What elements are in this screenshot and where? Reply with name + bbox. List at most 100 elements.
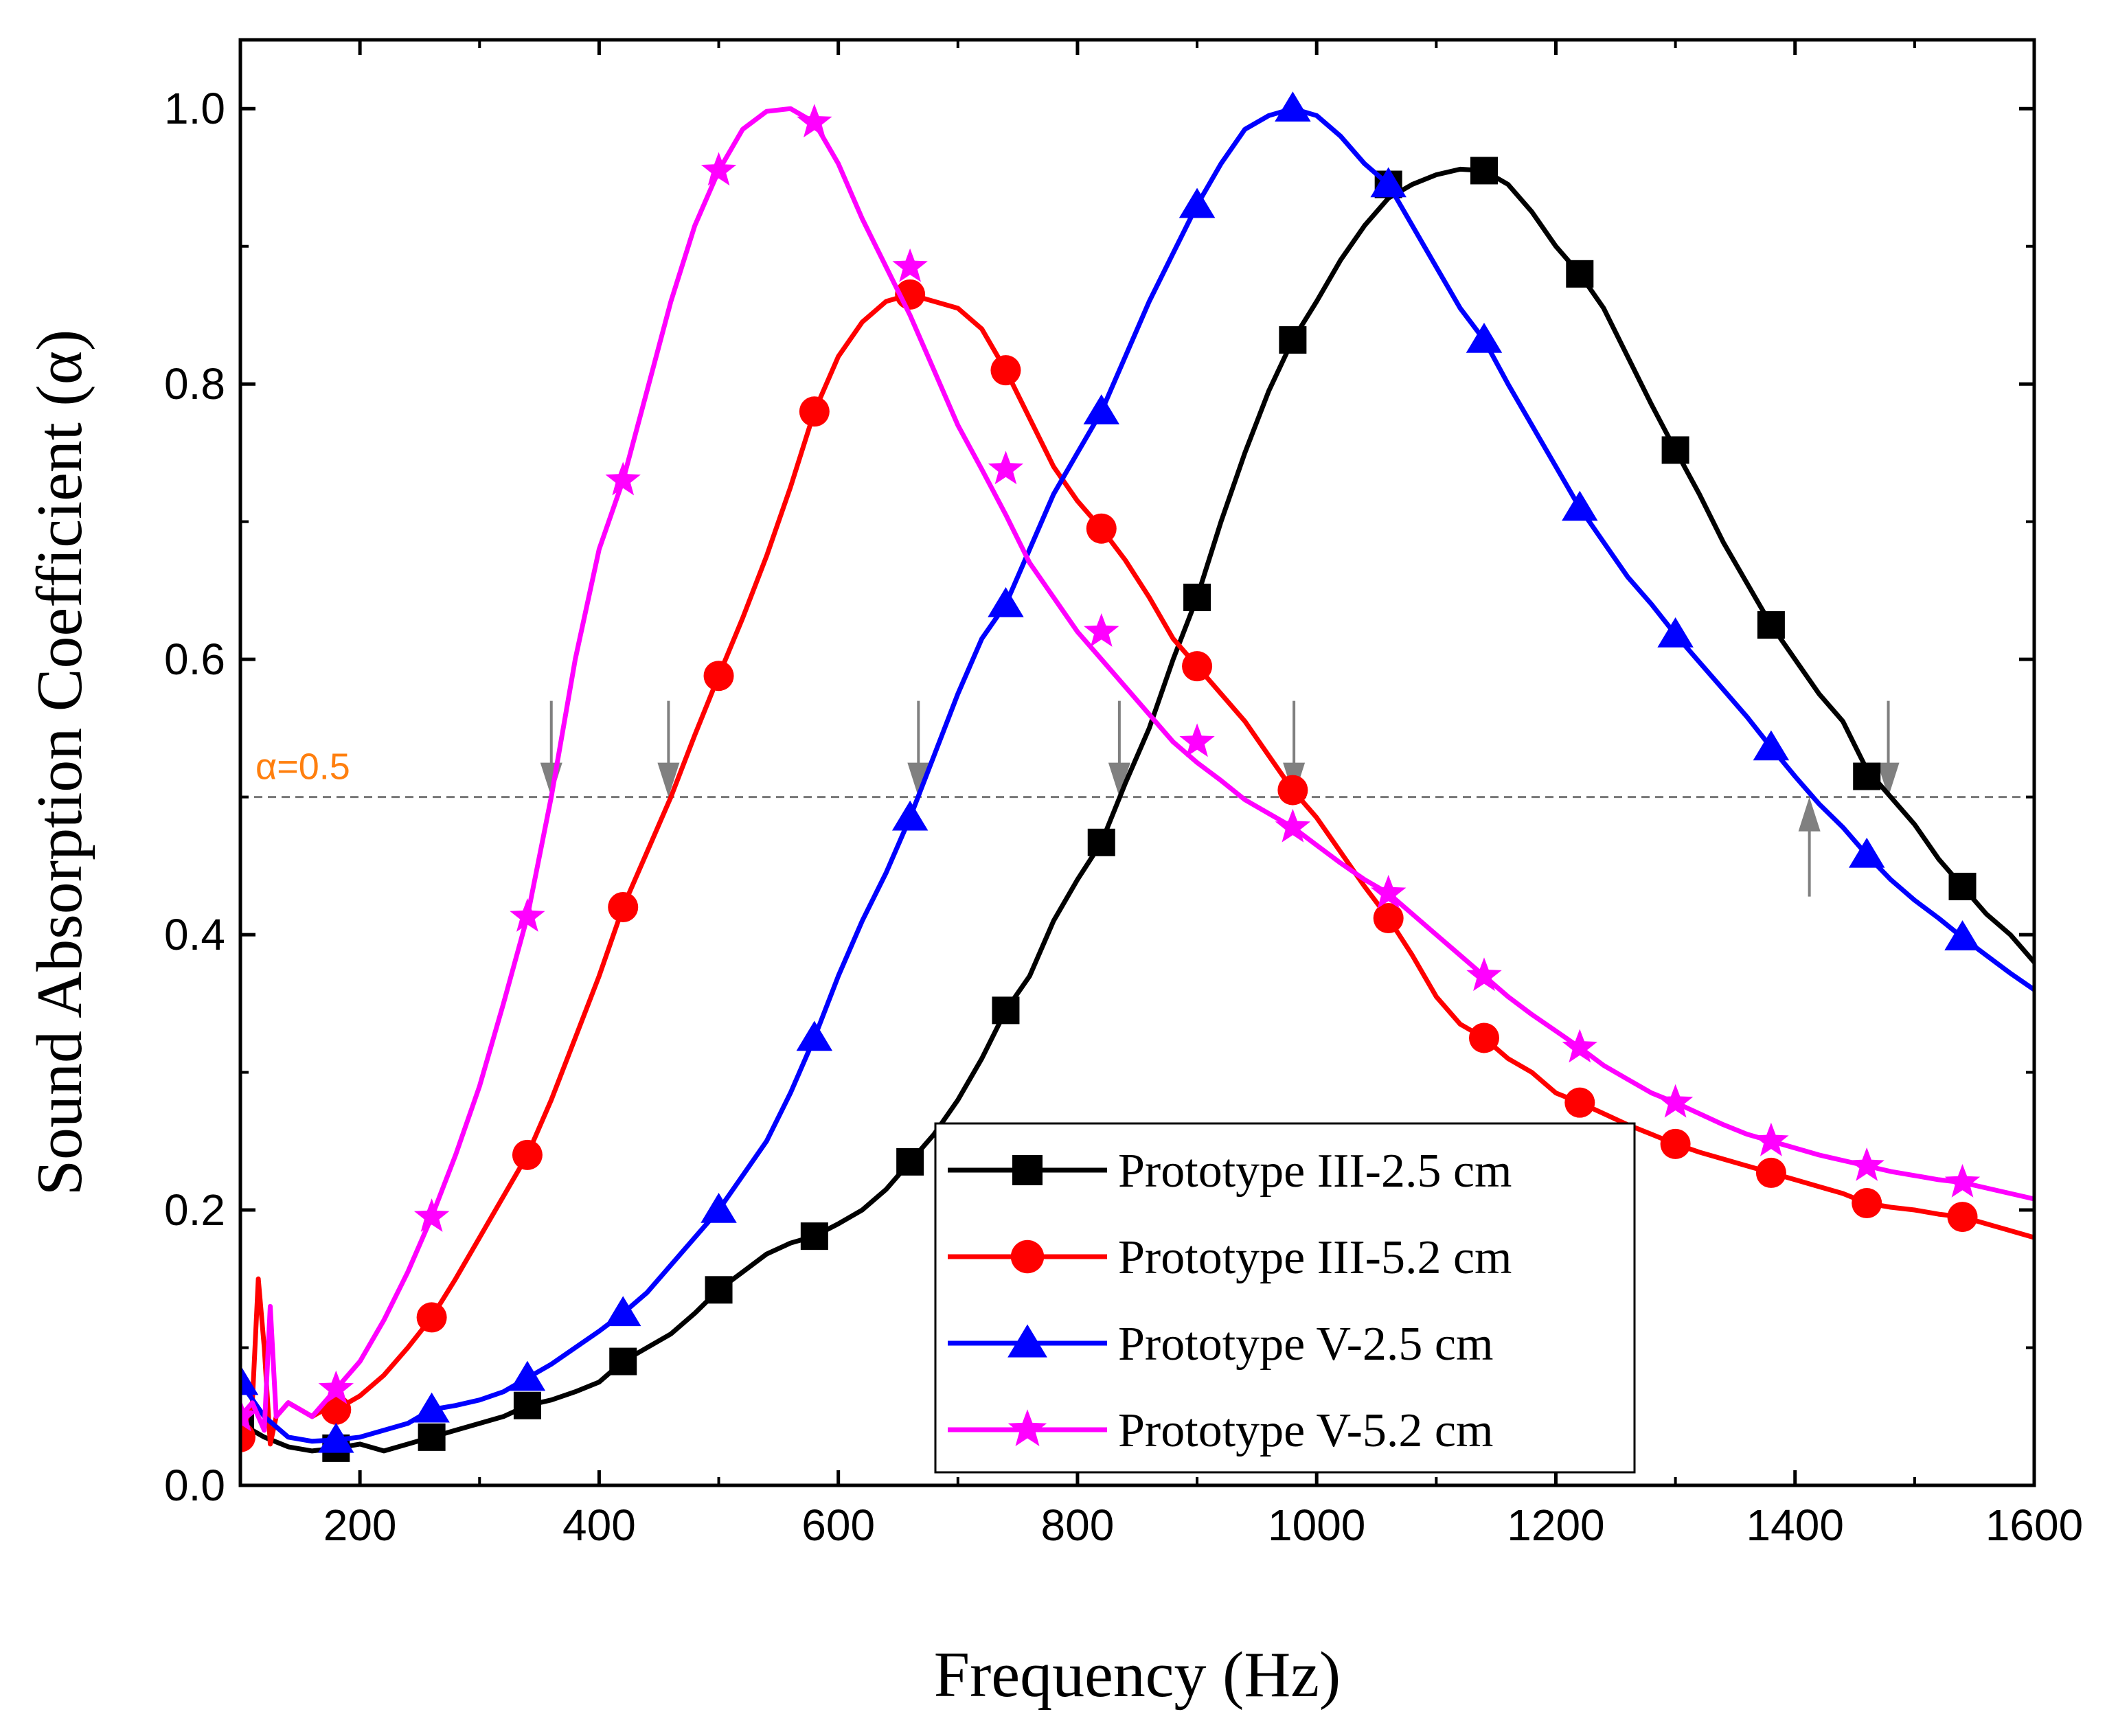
data-point [1753,1122,1789,1156]
data-point [1084,613,1119,647]
series-4 [240,104,2034,1433]
legend-item-3: Prototype V-2.5 cm [948,1318,1493,1371]
data-point [800,1222,828,1250]
series-1 [240,157,2034,1462]
legend-marker [1007,1409,1047,1446]
data-point [797,104,832,138]
data-point [321,1394,352,1425]
data-point [1757,611,1785,639]
legend: Prototype III-2.5 cm Prototype III-5.2 cm… [934,1122,1636,1474]
data-point [1566,260,1594,288]
data-point [1183,583,1211,611]
data-point [1661,436,1689,464]
legend-label: Prototype V-2.5 cm [1118,1318,1493,1371]
data-point [992,996,1020,1025]
data-point [1660,1128,1691,1159]
data-point [240,1397,258,1432]
legend-box [934,1122,1636,1474]
x-tick-label: 1200 [1507,1500,1604,1550]
data-point [1178,187,1216,218]
x-tick-label: 200 [323,1500,397,1550]
x-tick-label: 1400 [1746,1500,1844,1550]
legend-label: Prototype V-5.2 cm [1118,1404,1493,1457]
data-point [509,1360,546,1391]
data-point [1564,1087,1595,1118]
data-point [891,800,929,831]
y-tick-label: 0.8 [164,359,225,409]
y-axis-title: Sound Absorption Coefficient (α) [24,330,95,1196]
data-point [1562,1029,1597,1063]
data-point [990,355,1021,386]
arrow-head [1877,762,1900,797]
data-point [1083,394,1120,425]
data-point [896,1147,924,1176]
x-tick-label: 1600 [1985,1500,2083,1550]
arrow-head [1108,762,1130,797]
data-point [240,1364,259,1395]
arrow-2 [657,700,680,797]
x-tick-label: 800 [1041,1500,1115,1550]
data-point [1755,1157,1786,1188]
legend-item-1: Prototype III-2.5 cm [948,1145,1512,1198]
data-point [608,892,639,922]
data-point [1947,1202,1978,1233]
legend-marker [1012,1155,1043,1185]
data-point [1087,828,1115,856]
data-point [1370,167,1407,198]
reference-line-label: α=0.5 [255,746,350,788]
data-point [418,1423,446,1451]
series-line [240,292,2034,1447]
axes: 200 400 600 800 1000 1200 1400 1600 0.0 0.2 0.4 0.6… [164,38,2083,1550]
data-point [1852,1188,1882,1219]
data-point [701,1193,737,1223]
legend-label: Prototype III-2.5 cm [1118,1145,1512,1198]
data-point [416,1302,447,1333]
data-point [1182,651,1213,682]
arrow-6 [1798,797,1821,897]
data-point [705,1276,733,1304]
data-point [1753,730,1790,761]
data-point [1373,903,1404,934]
arrow-7 [1877,700,1900,797]
data-point [701,152,737,186]
data-point [1562,490,1598,521]
data-point [1848,837,1885,868]
arrow-4 [1108,700,1130,797]
data-point [1468,1023,1499,1053]
y-tick-label: 0.4 [164,910,225,959]
y-tick-label: 1.0 [164,84,225,133]
data-point [1179,723,1215,757]
arrow-head [1798,797,1821,832]
data-point [1277,775,1308,806]
data-point [512,1139,543,1170]
data-point [604,1296,641,1327]
data-point [1944,920,1981,950]
legend-marker [1010,1240,1045,1274]
data-point [1279,326,1307,354]
legend-item-2: Prototype III-5.2 cm [948,1231,1512,1284]
x-tick-label: 1000 [1268,1500,1365,1550]
legend-item-4: Prototype V-5.2 cm [948,1404,1493,1457]
series-3 [240,91,2034,1453]
data-point [1371,875,1407,909]
data-point [703,661,734,692]
x-axis-title: Frequency (Hz) [934,1639,1341,1711]
data-point [796,1020,833,1051]
x-tick-label: 400 [562,1500,636,1550]
data-point [1853,762,1881,790]
data-point [799,396,830,427]
legend-label: Prototype III-5.2 cm [1118,1231,1512,1284]
series-group [240,91,2034,1462]
data-point [413,1392,450,1423]
y-tick-label: 0.6 [164,635,225,684]
series-line [240,106,2034,1433]
data-point [1849,1147,1884,1181]
data-point [892,248,928,282]
data-point [513,1391,541,1419]
arrow-head [657,762,680,797]
data-point [1944,1164,1981,1198]
data-point [1657,617,1694,648]
data-point [609,1347,637,1375]
data-point [988,586,1024,617]
